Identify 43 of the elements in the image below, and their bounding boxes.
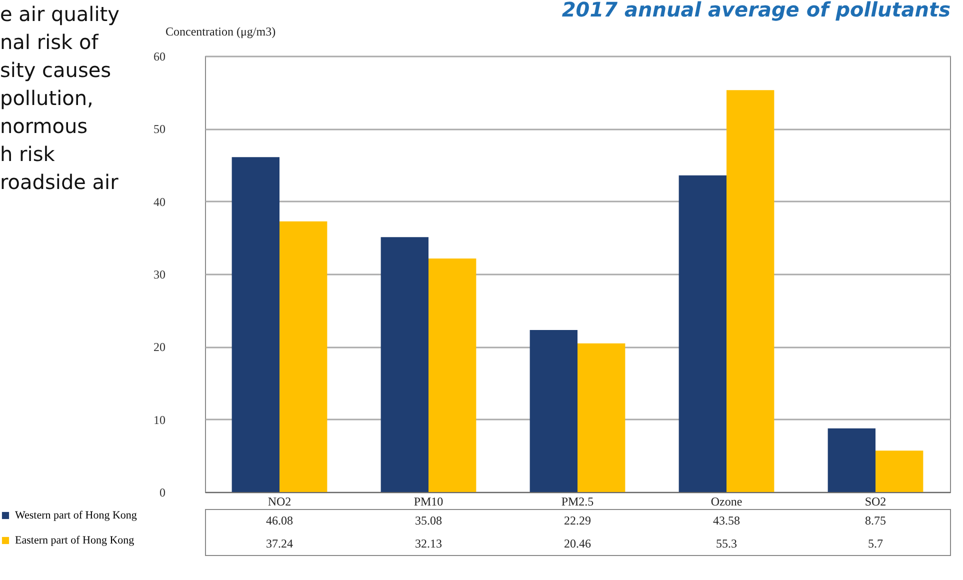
x-tick-label: PM10 (414, 494, 444, 508)
text: e air quality (0, 1, 120, 28)
bar (828, 428, 876, 492)
x-tick-label: Ozone (710, 494, 742, 508)
bar (678, 175, 726, 492)
chart-title: 2017 annual average of pollutants (562, 0, 951, 22)
data-label: 20.46 (564, 536, 591, 550)
bar (380, 237, 428, 492)
data-label: 32.13 (415, 536, 442, 550)
data-label: 55.3 (716, 536, 737, 550)
data-label: 46.08 (266, 514, 293, 528)
bar (280, 221, 328, 492)
bar (530, 330, 578, 492)
legend-label: Western part of Hong Kong (15, 510, 138, 522)
data-label: 8.75 (865, 514, 886, 528)
data-label: 43.58 (713, 514, 740, 528)
y-tick-label: 60 (154, 50, 166, 64)
y-tick-label: 30 (154, 268, 166, 282)
data-label: 35.08 (415, 514, 442, 528)
bar (232, 157, 280, 492)
bar (876, 450, 924, 492)
text: h risk (0, 141, 56, 168)
bar (726, 90, 774, 492)
legend-label: Eastern part of Hong Kong (15, 534, 135, 546)
y-tick-label: 40 (154, 194, 166, 209)
bar (428, 258, 476, 492)
text: normous (0, 113, 89, 140)
x-tick-label: SO2 (864, 494, 886, 508)
x-tick-label: NO2 (268, 494, 292, 508)
data-label: 22.29 (564, 514, 591, 528)
text: sity causes (0, 57, 112, 84)
y-tick-label: 0 (160, 486, 166, 500)
data-label: 5.7 (868, 536, 883, 550)
data-label: 37.24 (266, 536, 293, 550)
x-tick-label: PM2.5 (561, 494, 594, 508)
y-tick-label: 20 (154, 340, 166, 354)
y-tick-label: 10 (154, 412, 166, 427)
y-axis-title: Concentration (μg/m3) (166, 24, 276, 38)
text: pollution, (0, 85, 94, 112)
bar (578, 343, 626, 492)
text: nal risk of (0, 29, 100, 56)
text: roadside air (0, 169, 120, 196)
y-tick-label: 50 (154, 122, 166, 136)
